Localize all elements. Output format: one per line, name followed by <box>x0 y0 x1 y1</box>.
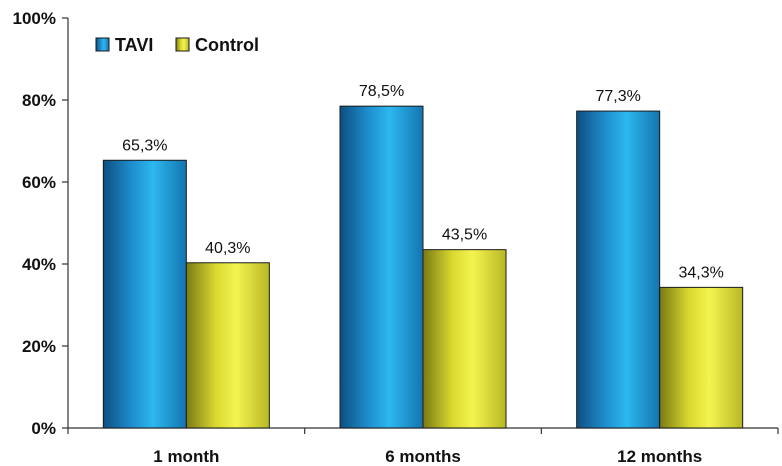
data-label-control: 43,5% <box>442 227 487 244</box>
data-label-tavi: 65,3% <box>122 137 167 154</box>
data-label-control: 40,3% <box>205 240 250 257</box>
y-tick-label: 60% <box>22 173 56 192</box>
y-tick-label: 80% <box>22 91 56 110</box>
bar-tavi <box>102 159 187 429</box>
legend-label-tavi: TAVI <box>115 35 153 55</box>
legend-label-control: Control <box>195 35 259 55</box>
y-tick-label: 40% <box>22 255 56 274</box>
data-labels: 65,3% 40,3% 78,5% 43,5% 77,3% 34,3% <box>122 83 724 281</box>
bar-tavi <box>576 110 661 429</box>
bar-control <box>185 262 270 429</box>
x-category-label: 1 month <box>153 447 219 466</box>
bar-tavi <box>339 105 424 429</box>
y-tick-label: 0% <box>31 419 56 438</box>
y-tick-label: 20% <box>22 337 56 356</box>
bars <box>102 105 744 429</box>
legend: TAVI Control <box>95 35 259 55</box>
legend-swatch-tavi <box>95 37 110 52</box>
data-label-tavi: 77,3% <box>595 88 640 105</box>
axes: 0% 20% 40% 60% 80% 100% 1 month 6 months 12 mont… <box>13 9 779 466</box>
bar-control <box>659 286 744 429</box>
data-label-tavi: 78,5% <box>359 83 404 100</box>
y-tick-label: 100% <box>13 9 56 28</box>
x-category-label: 6 months <box>385 447 461 466</box>
legend-swatch-control <box>175 37 190 52</box>
x-category-label: 12 months <box>617 447 702 466</box>
bar-control <box>422 249 507 429</box>
data-label-control: 34,3% <box>678 264 723 281</box>
